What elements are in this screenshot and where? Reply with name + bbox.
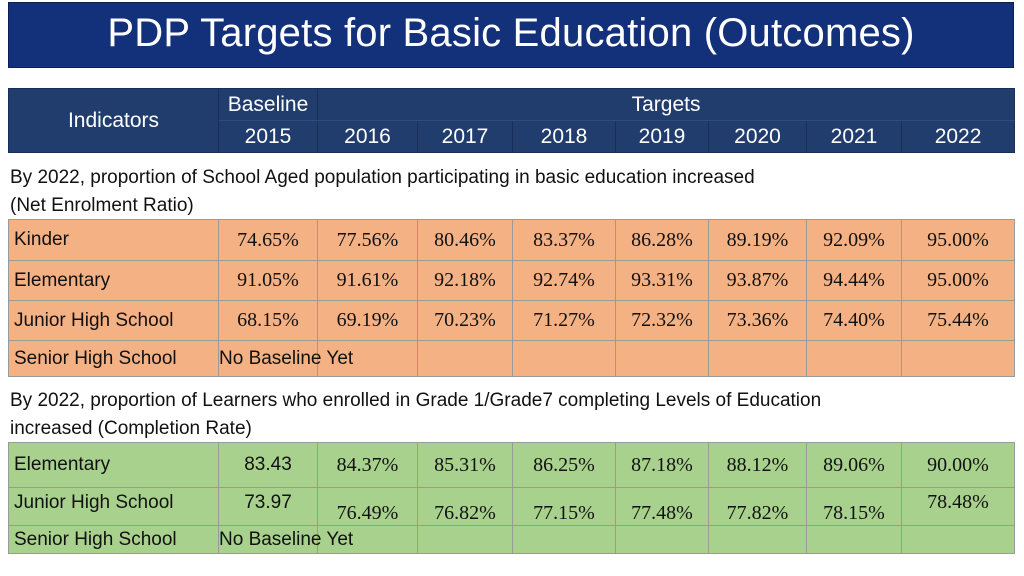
targets-header: Targets <box>316 88 1016 121</box>
completion-intro-line2: increased (Completion Rate) <box>10 418 252 439</box>
empty-cell <box>615 525 709 554</box>
row-label: Elementary <box>8 260 219 301</box>
table-row: Elementary 91.05% 91.61% 92.18% 92.74% 9… <box>8 260 1015 301</box>
completion-table: Elementary 83.43 84.37% 85.31% 86.25% 87… <box>8 442 1015 554</box>
slide-title-bar: PDP Targets for Basic Education (Outcome… <box>8 2 1014 68</box>
empty-cell <box>317 340 418 377</box>
empty-cell <box>512 340 616 377</box>
table-cell: 91.61% <box>317 260 418 301</box>
table-cell: 71.27% <box>512 300 616 341</box>
table-cell: 77.48% <box>615 487 709 526</box>
empty-cell <box>615 340 709 377</box>
empty-cell <box>806 525 902 554</box>
ner-intro-line2: (Net Enrolment Ratio) <box>10 195 194 216</box>
completion-intro-line1: By 2022, proportion of Learners who enro… <box>10 390 822 411</box>
empty-cell <box>901 525 1015 554</box>
baseline-header: Baseline <box>218 88 318 121</box>
year-header-2018: 2018 <box>512 120 616 153</box>
empty-cell <box>806 340 902 377</box>
table-cell: 73.36% <box>708 300 807 341</box>
year-header-2022: 2022 <box>900 120 1016 153</box>
table-cell: 77.56% <box>317 219 418 261</box>
table-cell: 95.00% <box>901 219 1015 261</box>
row-label: Junior High School <box>8 487 219 526</box>
table-cell: 88.12% <box>708 442 807 488</box>
table-cell: 86.25% <box>512 442 616 488</box>
table-cell: 83.37% <box>512 219 616 261</box>
table-cell: 89.06% <box>806 442 902 488</box>
table-cell: 93.31% <box>615 260 709 301</box>
table-cell: 85.31% <box>417 442 513 488</box>
table-cell: 92.74% <box>512 260 616 301</box>
table-cell: 77.82% <box>708 487 807 526</box>
table-cell: 86.28% <box>615 219 709 261</box>
table-cell: 74.40% <box>806 300 902 341</box>
year-header-2017: 2017 <box>417 120 513 153</box>
table-cell: 78.15% <box>806 487 902 526</box>
table-row: Elementary 83.43 84.37% 85.31% 86.25% 87… <box>8 442 1015 488</box>
year-header-2016: 2016 <box>317 120 418 153</box>
table-row: Kinder 74.65% 77.56% 80.46% 83.37% 86.28… <box>8 219 1015 261</box>
row-label: Junior High School <box>8 300 219 341</box>
table-cell: 74.65% <box>218 219 318 261</box>
empty-cell <box>417 525 513 554</box>
slide-title: PDP Targets for Basic Education (Outcome… <box>107 11 915 55</box>
empty-cell <box>317 525 418 554</box>
ner-intro: By 2022, proportion of School Aged popul… <box>10 164 755 220</box>
indicators-header: Indicators <box>8 88 219 153</box>
table-cell: 87.18% <box>615 442 709 488</box>
header-table: Indicators Baseline Targets 2015 2016 20… <box>8 88 1016 153</box>
table-cell: 68.15% <box>218 300 318 341</box>
no-baseline-note: No Baseline Yet <box>218 340 353 377</box>
table-row: Junior High School 68.15% 69.19% 70.23% … <box>8 300 1015 341</box>
empty-cell <box>512 525 616 554</box>
table-cell: 72.32% <box>615 300 709 341</box>
table-cell: 92.18% <box>417 260 513 301</box>
table-cell: 95.00% <box>901 260 1015 301</box>
empty-cell <box>417 340 513 377</box>
table-cell: 76.49% <box>317 487 418 526</box>
table-cell: 69.19% <box>317 300 418 341</box>
completion-intro: By 2022, proportion of Learners who enro… <box>10 387 821 443</box>
table-row: Senior High School No Baseline Yet <box>8 340 1015 377</box>
ner-table: Kinder 74.65% 77.56% 80.46% 83.37% 86.28… <box>8 219 1015 377</box>
year-header-2021: 2021 <box>806 120 902 153</box>
table-cell: 92.09% <box>806 219 902 261</box>
table-cell: 93.87% <box>708 260 807 301</box>
empty-cell <box>708 340 807 377</box>
year-header-2020: 2020 <box>708 120 807 153</box>
table-cell: 91.05% <box>218 260 318 301</box>
row-label: Kinder <box>8 219 219 261</box>
row-label: Senior High School <box>8 525 219 554</box>
table-cell: 90.00% <box>901 442 1015 488</box>
row-label: Senior High School <box>8 340 219 377</box>
empty-cell <box>901 340 1015 377</box>
table-cell: 89.19% <box>708 219 807 261</box>
year-header-2015: 2015 <box>218 120 318 153</box>
table-cell: 80.46% <box>417 219 513 261</box>
table-cell: 84.37% <box>317 442 418 488</box>
table-cell: 75.44% <box>901 300 1015 341</box>
table-row: Senior High School No Baseline Yet <box>8 525 1015 554</box>
table-cell: 77.15% <box>512 487 616 526</box>
ner-intro-line1: By 2022, proportion of School Aged popul… <box>10 167 755 188</box>
table-row: Junior High School 73.97 76.49% 76.82% 7… <box>8 487 1015 526</box>
no-baseline-note: No Baseline Yet <box>218 525 353 554</box>
table-cell: 73.97 <box>218 487 318 526</box>
table-cell: 78.48% <box>901 487 1015 526</box>
row-label: Elementary <box>8 442 219 488</box>
year-header-2019: 2019 <box>615 120 709 153</box>
table-cell: 70.23% <box>417 300 513 341</box>
table-cell: 94.44% <box>806 260 902 301</box>
table-cell: 76.82% <box>417 487 513 526</box>
table-cell: 83.43 <box>218 442 318 488</box>
empty-cell <box>708 525 807 554</box>
